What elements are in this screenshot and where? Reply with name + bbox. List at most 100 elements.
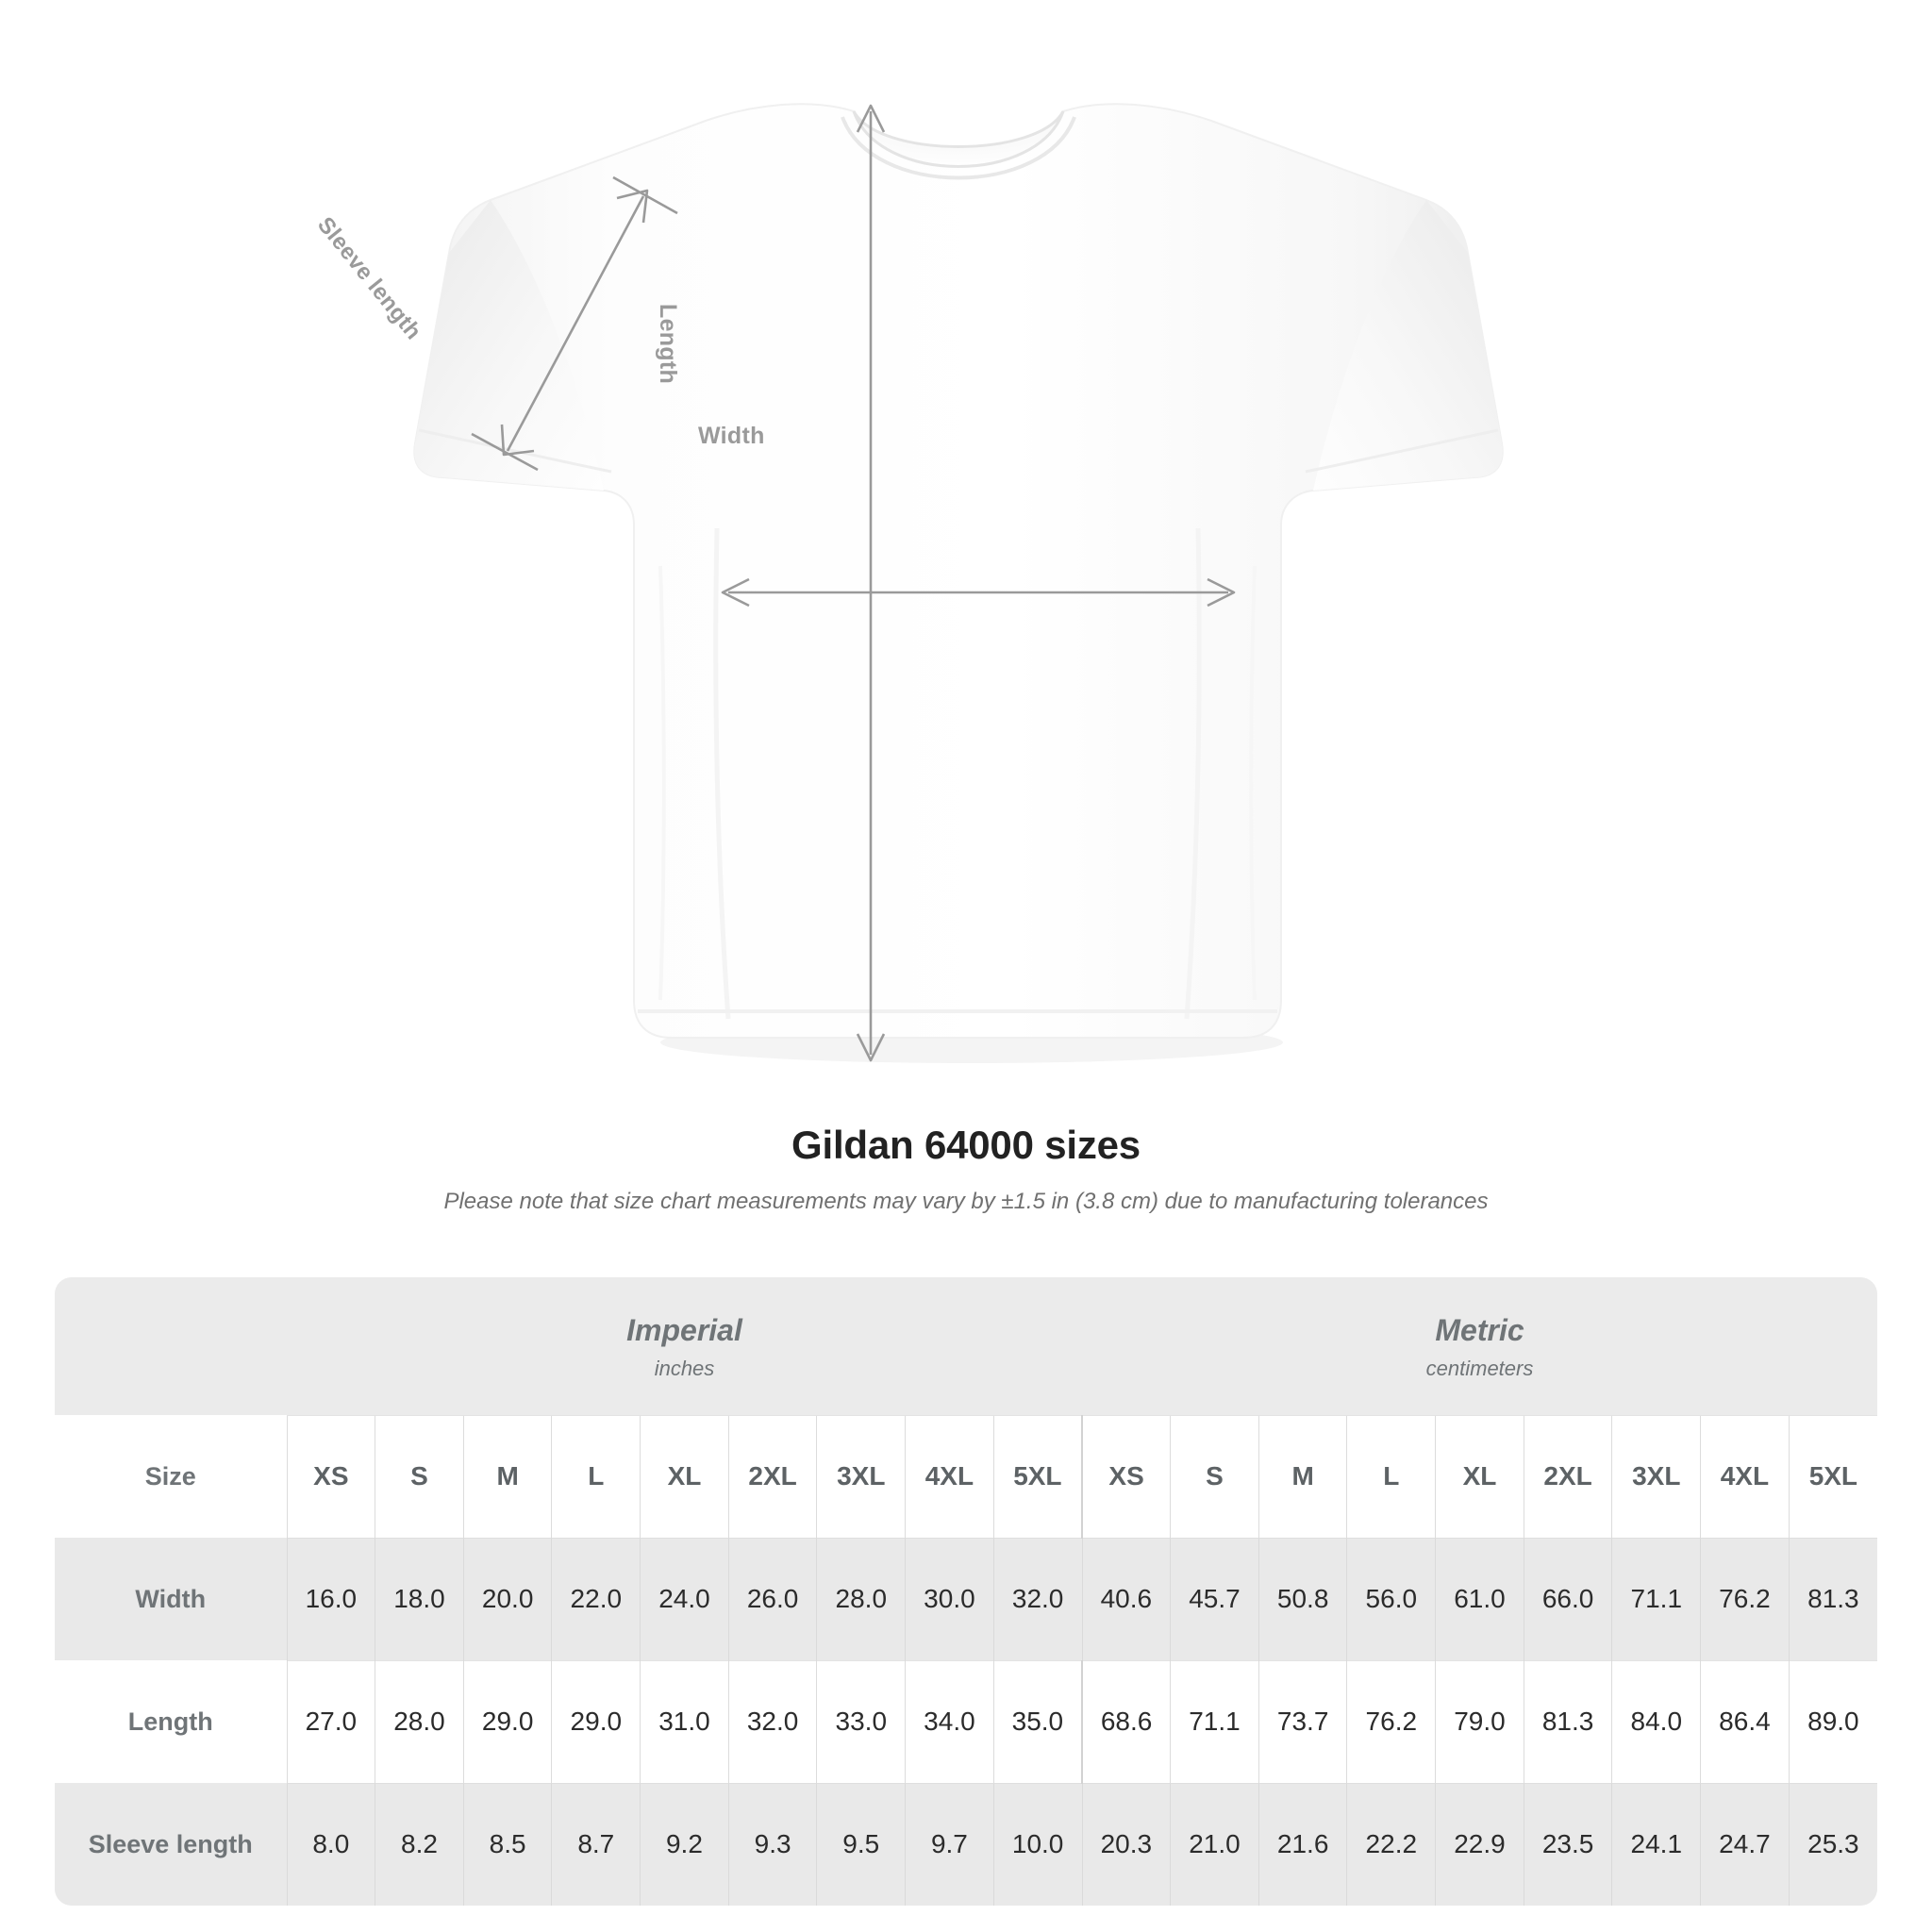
row-label-length: Length (55, 1660, 287, 1783)
cell-width-imperial-3xl: 28.0 (816, 1537, 906, 1660)
size-header-metric-5xl: 5XL (1788, 1414, 1877, 1538)
cell-length-imperial-s: 28.0 (375, 1659, 464, 1783)
size-header-metric-m: M (1257, 1414, 1347, 1538)
size-header-imperial-xs: XS (286, 1414, 375, 1538)
cell-length-imperial-xs: 27.0 (286, 1659, 375, 1783)
cell-length-metric-5xl: 89.0 (1788, 1659, 1877, 1783)
table-row-sleeve-length: Sleeve length 8.0 8.2 8.5 8.7 9.2 9.3 9.… (55, 1782, 1877, 1906)
sleeve-tick-upper (612, 175, 678, 215)
size-header-imperial-4xl: 4XL (905, 1414, 994, 1538)
row-label-sleeve-length: Sleeve length (55, 1783, 287, 1906)
cell-sleeve-imperial-5xl: 10.0 (992, 1782, 1082, 1906)
cell-sleeve-metric-5xl: 25.3 (1788, 1782, 1877, 1906)
unit-header-imperial: Imperial inches (287, 1277, 1082, 1415)
cell-sleeve-metric-s: 21.0 (1170, 1782, 1259, 1906)
garment-diagram: Sleeve length Length Width (312, 103, 1504, 1063)
heading-block: Gildan 64000 sizes Please note that size… (0, 1123, 1932, 1215)
cell-length-metric-l: 76.2 (1346, 1659, 1436, 1783)
size-header-metric-xl: XL (1435, 1414, 1524, 1538)
cell-width-imperial-xs: 16.0 (286, 1537, 375, 1660)
tolerance-note: Please note that size chart measurements… (443, 1189, 1489, 1214)
cell-sleeve-imperial-s: 8.2 (375, 1782, 464, 1906)
cell-sleeve-imperial-3xl: 9.5 (816, 1782, 906, 1906)
cell-width-imperial-s: 18.0 (375, 1537, 464, 1660)
cell-sleeve-imperial-2xl: 9.3 (727, 1782, 817, 1906)
size-header-metric-l: L (1346, 1414, 1436, 1538)
cell-sleeve-metric-4xl: 24.7 (1700, 1782, 1790, 1906)
cell-sleeve-metric-3xl: 24.1 (1611, 1782, 1701, 1906)
cell-length-imperial-3xl: 33.0 (816, 1659, 906, 1783)
cell-sleeve-imperial-m: 8.5 (462, 1782, 552, 1906)
cell-length-imperial-m: 29.0 (462, 1659, 552, 1783)
sleeve-tick-lower (471, 432, 539, 472)
size-header-row: Size XS S M L XL 2XL 3XL 4XL 5XL XS S M … (55, 1414, 1877, 1538)
cell-length-imperial-5xl: 35.0 (992, 1659, 1082, 1783)
table-row-width: Width 16.0 18.0 20.0 22.0 24.0 26.0 28.0… (55, 1537, 1877, 1660)
cell-sleeve-metric-l: 22.2 (1346, 1782, 1436, 1906)
cell-length-metric-4xl: 86.4 (1700, 1659, 1790, 1783)
size-header-imperial-2xl: 2XL (727, 1414, 817, 1538)
row-label-width: Width (55, 1538, 287, 1660)
cell-width-imperial-4xl: 30.0 (905, 1537, 994, 1660)
size-header-imperial-m: M (462, 1414, 552, 1538)
unit-sub-imperial: inches (654, 1356, 715, 1380)
cell-sleeve-imperial-l: 8.7 (551, 1782, 641, 1906)
cell-width-imperial-l: 22.0 (551, 1537, 641, 1660)
row-label-size: Size (55, 1415, 287, 1538)
cell-width-metric-xl: 61.0 (1435, 1537, 1524, 1660)
cell-length-imperial-2xl: 32.0 (727, 1659, 817, 1783)
annotation-width: Width (698, 423, 765, 449)
cell-length-imperial-4xl: 34.0 (905, 1659, 994, 1783)
cell-width-metric-4xl: 76.2 (1700, 1537, 1790, 1660)
tshirt-illustration (413, 103, 1504, 1063)
unit-header-metric: Metric centimeters (1082, 1277, 1877, 1415)
unit-name-imperial: Imperial (626, 1312, 742, 1347)
size-header-imperial-l: L (551, 1414, 641, 1538)
cell-width-metric-xs: 40.6 (1081, 1537, 1171, 1660)
size-header-metric-2xl: 2XL (1523, 1414, 1612, 1538)
cell-width-imperial-m: 20.0 (462, 1537, 552, 1660)
cell-sleeve-imperial-4xl: 9.7 (905, 1782, 994, 1906)
sleeve-arrow-line (506, 195, 645, 452)
cell-sleeve-metric-xs: 20.3 (1081, 1782, 1171, 1906)
cell-length-metric-2xl: 81.3 (1523, 1659, 1612, 1783)
measurement-arrows (471, 104, 1236, 1062)
cell-width-metric-m: 50.8 (1257, 1537, 1347, 1660)
size-header-metric-4xl: 4XL (1700, 1414, 1790, 1538)
size-header-metric-s: S (1170, 1414, 1259, 1538)
cell-length-metric-xs: 68.6 (1081, 1659, 1171, 1783)
cell-width-metric-2xl: 66.0 (1523, 1537, 1612, 1660)
size-header-imperial-xl: XL (640, 1414, 729, 1538)
cell-length-metric-m: 73.7 (1257, 1659, 1347, 1783)
table-row-length: Length 27.0 28.0 29.0 29.0 31.0 32.0 33.… (55, 1659, 1877, 1783)
cell-width-imperial-5xl: 32.0 (992, 1537, 1082, 1660)
size-chart-table: Imperial inches Metric centimeters Size … (55, 1277, 1877, 1906)
cell-sleeve-metric-m: 21.6 (1257, 1782, 1347, 1906)
cell-sleeve-imperial-xl: 9.2 (640, 1782, 729, 1906)
cell-sleeve-metric-xl: 22.9 (1435, 1782, 1524, 1906)
cell-length-metric-3xl: 84.0 (1611, 1659, 1701, 1783)
unit-header-spacer (55, 1277, 287, 1415)
size-chart-table-container: Imperial inches Metric centimeters Size … (55, 1277, 1877, 1906)
unit-name-metric: Metric (1435, 1312, 1524, 1347)
size-header-imperial-5xl: 5XL (992, 1414, 1082, 1538)
page-title: Gildan 64000 sizes (791, 1123, 1141, 1167)
unit-system-header-row: Imperial inches Metric centimeters (55, 1277, 1877, 1415)
annotation-length: Length (655, 304, 681, 385)
cell-sleeve-metric-2xl: 23.5 (1523, 1782, 1612, 1906)
cell-width-metric-s: 45.7 (1170, 1537, 1259, 1660)
cell-length-metric-s: 71.1 (1170, 1659, 1259, 1783)
cell-sleeve-imperial-xs: 8.0 (286, 1782, 375, 1906)
cell-length-imperial-l: 29.0 (551, 1659, 641, 1783)
cell-length-metric-xl: 79.0 (1435, 1659, 1524, 1783)
cell-width-imperial-2xl: 26.0 (727, 1537, 817, 1660)
unit-sub-metric: centimeters (1425, 1356, 1534, 1380)
cell-width-metric-3xl: 71.1 (1611, 1537, 1701, 1660)
size-header-metric-xs: XS (1081, 1414, 1171, 1538)
cell-length-imperial-xl: 31.0 (640, 1659, 729, 1783)
size-header-metric-3xl: 3XL (1611, 1414, 1701, 1538)
cell-width-metric-l: 56.0 (1346, 1537, 1436, 1660)
cell-width-imperial-xl: 24.0 (640, 1537, 729, 1660)
cell-width-metric-5xl: 81.3 (1788, 1537, 1877, 1660)
